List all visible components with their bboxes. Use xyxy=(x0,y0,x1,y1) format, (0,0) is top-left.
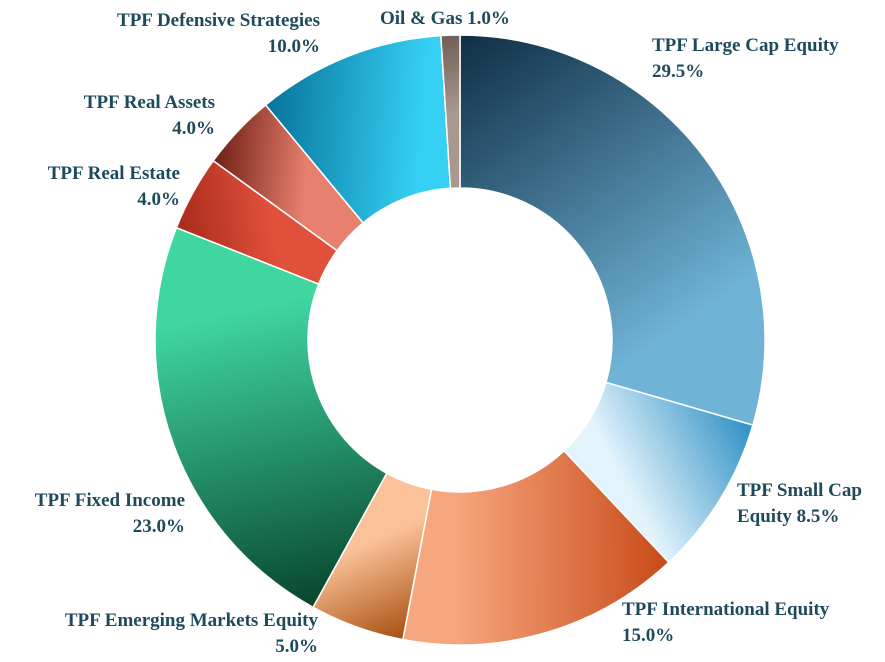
donut-slice xyxy=(154,226,388,609)
donut-slice xyxy=(401,449,670,646)
category-label: TPF Fixed Income xyxy=(34,490,185,511)
value-label: 29.5% xyxy=(652,61,705,82)
slice-label: TPF Fixed Income 23.0% xyxy=(35,488,185,540)
value-label: 23.0% xyxy=(132,516,185,537)
slice-label: TPF Real Assets 4.0% xyxy=(84,90,215,142)
slice-label: TPF Defensive Strategies 10.0% xyxy=(117,8,320,60)
category-label: TPF International Equity xyxy=(622,599,830,620)
slice-label: TPF International Equity 15.0% xyxy=(622,597,829,649)
value-label: 5.0% xyxy=(275,636,318,657)
value-label: 4.0% xyxy=(137,189,180,210)
category-label: TPF Defensive Strategies xyxy=(117,10,320,31)
category-label: TPF Large Cap Equity xyxy=(652,35,839,56)
slice-label: TPF Real Estate 4.0% xyxy=(48,161,180,213)
category-label: Oil & Gas xyxy=(380,8,463,29)
value-label: 15.0% xyxy=(622,625,675,646)
value-label: 4.0% xyxy=(172,118,215,139)
category-label: TPF Emerging Markets Equity xyxy=(64,610,318,631)
category-label: TPF Small Cap Equity xyxy=(737,480,862,527)
category-label: TPF Real Estate xyxy=(47,163,180,184)
category-label: TPF Real Assets xyxy=(83,92,215,113)
value-label: 10.0% xyxy=(267,36,320,57)
slice-label: TPF Small Cap Equity 8.5% xyxy=(737,478,885,530)
value-label: 1.0% xyxy=(467,8,510,29)
slice-label: TPF Large Cap Equity 29.5% xyxy=(652,33,839,85)
slice-label: TPF Emerging Markets Equity 5.0% xyxy=(65,608,318,660)
donut-slice xyxy=(440,34,461,190)
value-label: 8.5% xyxy=(796,506,840,527)
slice-label: Oil & Gas 1.0% xyxy=(380,6,510,32)
donut-slice xyxy=(459,34,766,427)
